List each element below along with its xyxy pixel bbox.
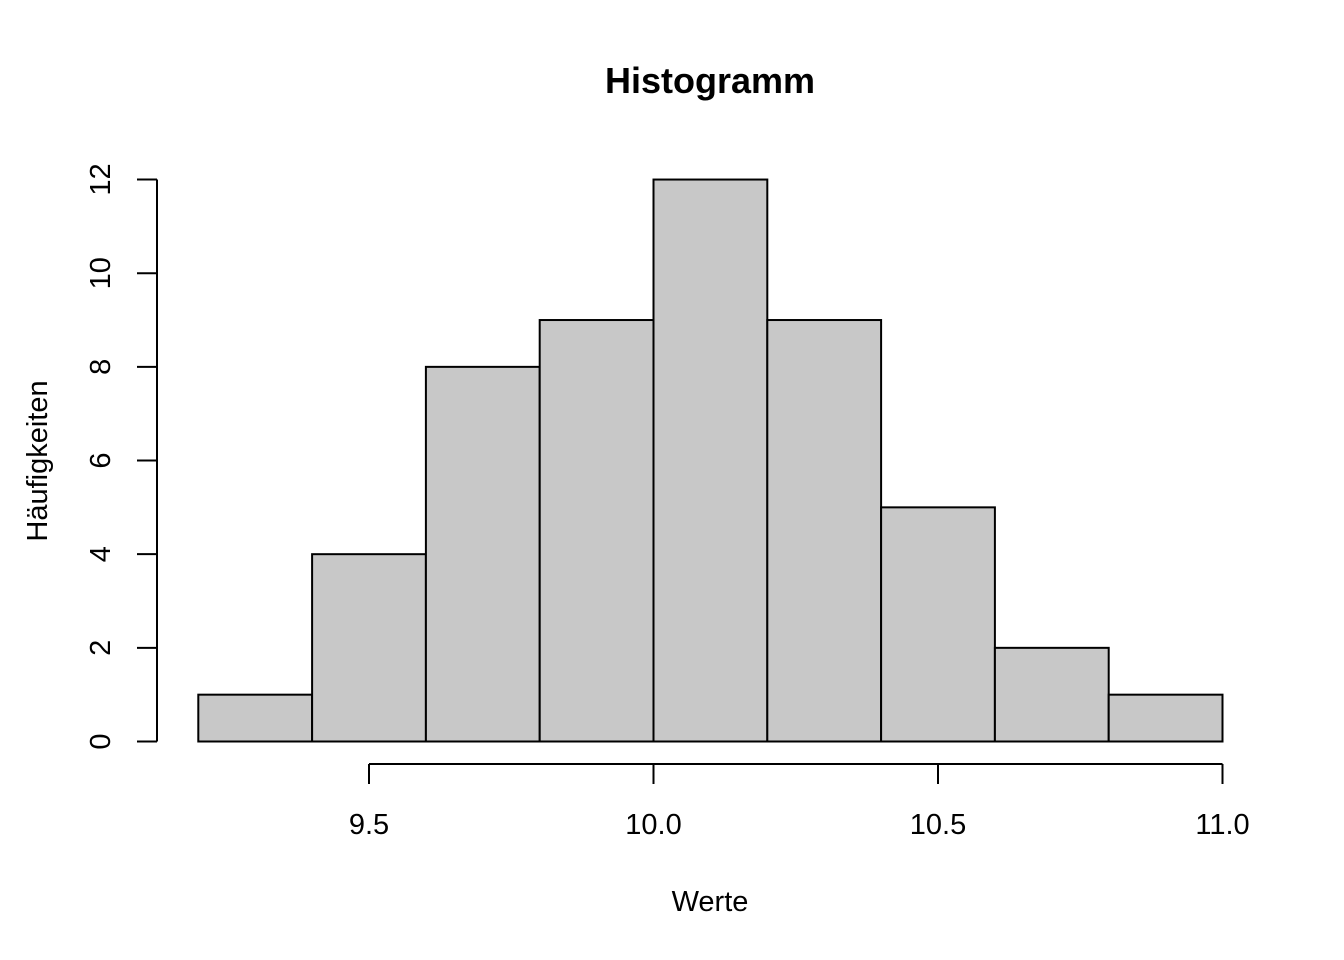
- y-tick-label-4: 6: [85, 452, 117, 468]
- y-tick-label-7: 12: [85, 163, 117, 195]
- x-axis-label: Werte: [672, 886, 749, 918]
- histogram-bar-6: [766, 319, 883, 743]
- bars-group: [197, 178, 1224, 743]
- y-tick-label-5: 8: [85, 359, 117, 375]
- y-axis: 0 2 4 6 8 10 12: [85, 163, 158, 750]
- x-tick-label-4: 11.0: [1195, 809, 1249, 841]
- y-tick-label-2: 2: [85, 640, 117, 656]
- y-tick-label-6: 10: [85, 257, 117, 289]
- histogram-bar-7: [880, 506, 996, 743]
- x-tick-label-3: 10.5: [910, 809, 966, 841]
- x-tick-label-2: 10.0: [625, 809, 681, 841]
- y-axis-label: Häufigkeiten: [22, 380, 54, 541]
- histogram-bar-9: [1107, 693, 1224, 743]
- y-tick-label-3: 4: [85, 546, 117, 562]
- histogram-bar-1: [197, 693, 314, 743]
- histogram-bar-3: [424, 365, 541, 743]
- chart-title: Histogramm: [605, 60, 815, 101]
- x-tick-label-1: 9.5: [349, 809, 389, 841]
- histogram-bar-4: [538, 319, 655, 743]
- histogram-bar-2: [311, 553, 427, 743]
- histogram-bar-5: [652, 178, 769, 743]
- x-axis: 9.5 10.0 10.5 11.0: [349, 763, 1250, 841]
- histogram-bar-8: [993, 646, 1110, 743]
- y-tick-label-1: 0: [85, 733, 117, 749]
